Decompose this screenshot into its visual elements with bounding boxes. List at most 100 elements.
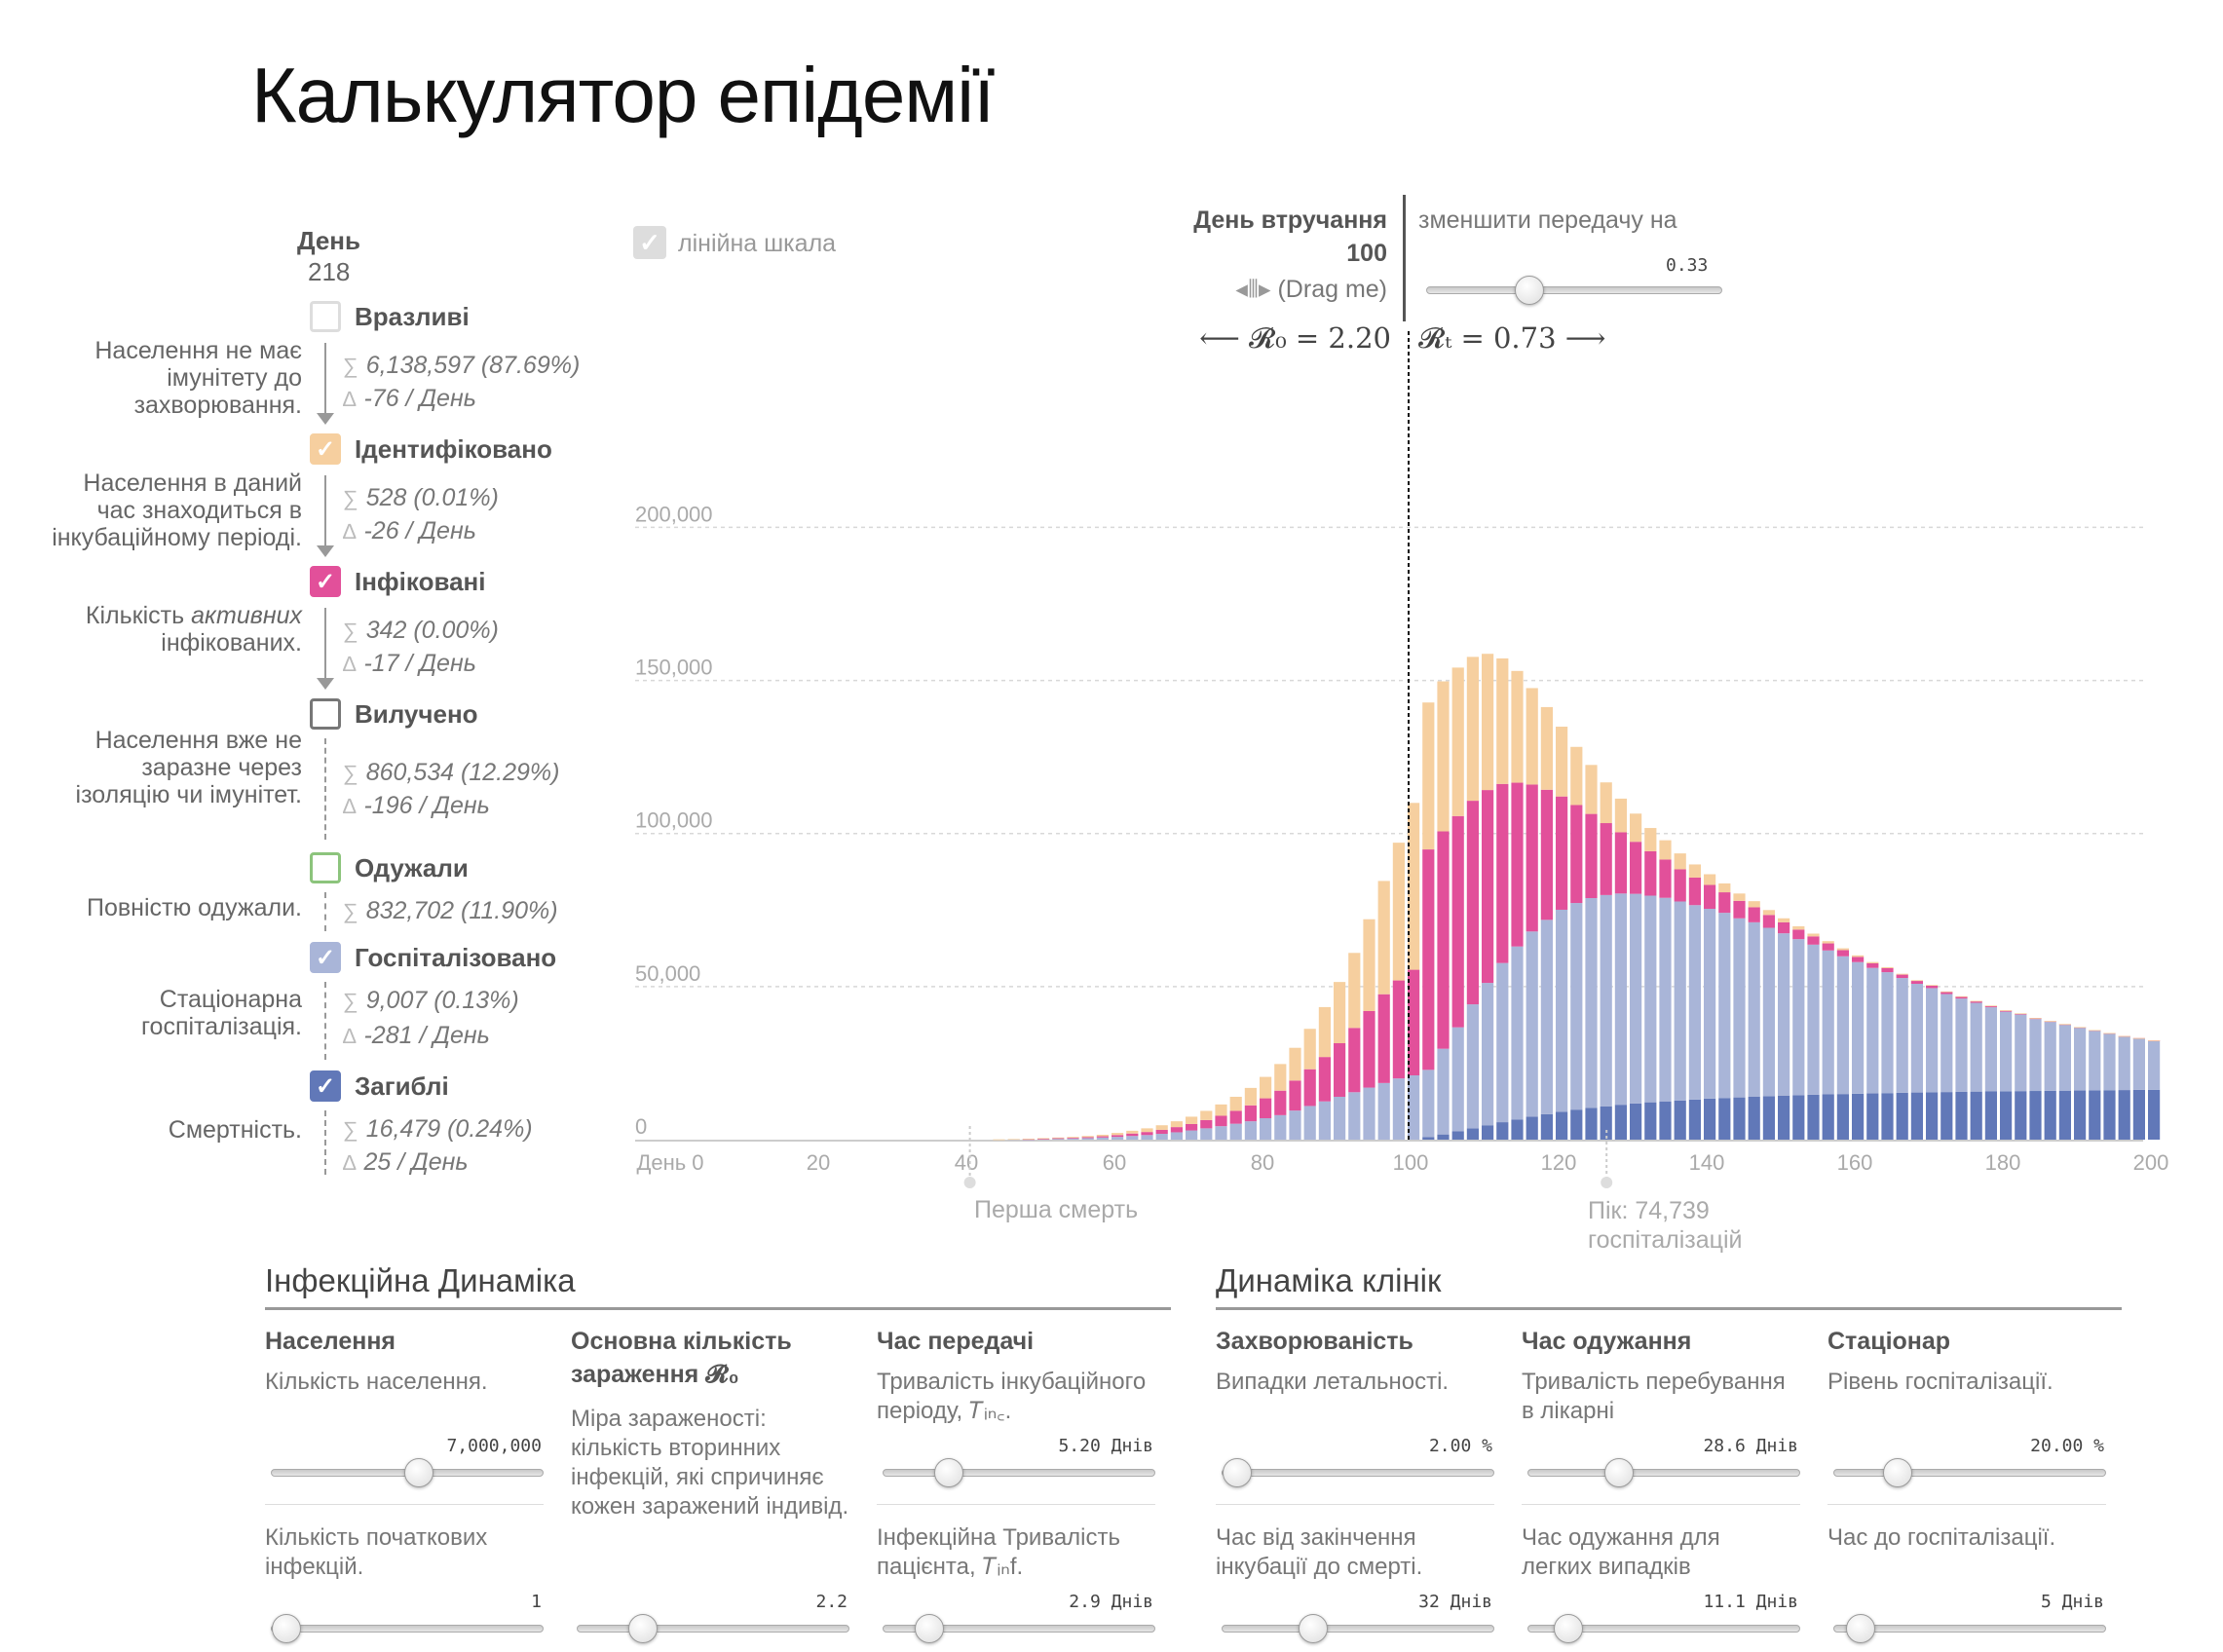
category-exposed[interactable]: ✓ Ідентифіковано	[310, 432, 552, 466]
rt-readout: 𝓡ₜ = 0.73 ⟶	[1418, 321, 1606, 355]
checkbox-recovered[interactable]	[310, 852, 341, 883]
bar-segment	[1836, 950, 1849, 957]
bar-segment	[1630, 893, 1642, 1104]
bar-segment	[1334, 1097, 1346, 1140]
bar-segment	[1289, 1047, 1301, 1081]
param-hospitalization-rate-value: 20.00 %	[2030, 1436, 2104, 1456]
x-tick-label: 200	[2133, 1150, 2169, 1175]
drag-handle[interactable]: ◂⦀▸ (Drag me)	[1235, 275, 1387, 304]
category-hospitalized[interactable]: ✓ Госпіталізовано	[310, 941, 556, 974]
r0-slider[interactable]	[577, 1614, 849, 1643]
time-to-death-slider[interactable]	[1222, 1614, 1494, 1643]
slider-knob[interactable]	[1846, 1614, 1875, 1643]
linear-scale-checkbox[interactable]: ✓	[633, 226, 666, 259]
bar-segment	[1052, 1137, 1065, 1139]
time-to-hospital-slider[interactable]	[1833, 1614, 2106, 1643]
param-r0-desc: Міра зараженості: кількість вторинних ін…	[571, 1406, 849, 1520]
category-removed[interactable]: Вилучено	[310, 697, 478, 731]
bar-segment	[1141, 1132, 1153, 1136]
category-recovered[interactable]: Одужали	[310, 851, 469, 884]
slider-knob[interactable]	[628, 1614, 658, 1643]
fatality-slider[interactable]	[1222, 1458, 1494, 1487]
checkbox-exposed[interactable]: ✓	[310, 433, 341, 465]
stat-delta: ∆ 25 / День	[343, 1148, 469, 1176]
bar-segment	[2089, 1090, 2101, 1140]
category-deaths[interactable]: ✓ Загиблі	[310, 1070, 449, 1103]
bar-segment	[1466, 657, 1479, 802]
slider-knob[interactable]	[915, 1614, 944, 1643]
drag-icon: ◂⦀▸	[1235, 276, 1271, 303]
slider-knob[interactable]	[1299, 1614, 1328, 1643]
checkbox-removed[interactable]	[310, 698, 341, 730]
bar-segment	[1141, 1128, 1153, 1133]
bar-segment	[1822, 1094, 1834, 1140]
x-tick-label: День 0	[636, 1150, 703, 1175]
param-recovery-heading: Час одужання	[1522, 1328, 1692, 1355]
section-infection-dynamics: Інфекційна Динаміка	[265, 1262, 1171, 1310]
hospitalization-rate-slider[interactable]	[1833, 1458, 2106, 1487]
bar-segment	[1422, 1137, 1435, 1140]
reduce-transmission-slider[interactable]	[1426, 276, 1722, 305]
bar-segment	[1052, 1138, 1065, 1140]
bar-segment	[1955, 1091, 1968, 1140]
infectious-duration-slider[interactable]	[883, 1614, 1155, 1643]
category-description: Населення вже не заразне через ізоляцію …	[75, 727, 302, 808]
slider-knob[interactable]	[1604, 1458, 1634, 1487]
bar-segment	[1526, 688, 1538, 785]
bar-segment	[1807, 1094, 1820, 1140]
checkbox-infectious[interactable]: ✓	[310, 566, 341, 597]
bar-segment	[1910, 980, 1923, 982]
checkbox-hospitalized[interactable]: ✓	[310, 942, 341, 973]
bar-segment	[1348, 953, 1361, 1029]
bar-segment	[1852, 957, 1865, 962]
bar-segment	[1852, 961, 1865, 1094]
slider-knob[interactable]	[1883, 1458, 1912, 1487]
param-population-heading: Населення	[265, 1328, 396, 1355]
slider-knob[interactable]	[404, 1458, 433, 1487]
stat-delta: ∆ -281 / День	[343, 1022, 490, 1049]
category-susceptible[interactable]: Вразливі	[310, 300, 470, 333]
hospital-stay-slider[interactable]	[1527, 1458, 1800, 1487]
bar-segment	[2148, 1040, 2161, 1041]
bar-segment	[1526, 1116, 1538, 1140]
category-infectious[interactable]: ✓ Інфіковані	[310, 565, 485, 598]
bar-segment	[1422, 849, 1435, 1070]
bar-segment	[1718, 882, 1731, 893]
population-slider[interactable]	[271, 1458, 544, 1487]
bar-segment	[1096, 1136, 1109, 1138]
bar-segment	[2118, 1090, 2130, 1140]
bar-segment	[1570, 1109, 1583, 1140]
bar-segment	[1910, 984, 1923, 1093]
bar-segment	[1556, 1111, 1568, 1140]
param-fatality-value: 2.00 %	[1428, 1436, 1492, 1456]
bar-segment	[993, 1139, 1005, 1141]
checkbox-susceptible[interactable]	[310, 301, 341, 332]
category-label: Вилучено	[355, 698, 478, 729]
slider-knob[interactable]	[1554, 1614, 1583, 1643]
bar-segment	[1363, 919, 1375, 1011]
bar-segment	[1836, 956, 1849, 1095]
bar-segment	[1762, 910, 1775, 916]
param-hospitalization-rate-desc: Рівень госпіталізації.	[1827, 1369, 2053, 1395]
slider-knob[interactable]	[1515, 276, 1545, 305]
bar-segment	[1940, 994, 1953, 1093]
bar-segment	[1630, 842, 1642, 894]
bar-segment	[2044, 1021, 2056, 1022]
bar-segment	[1540, 706, 1553, 790]
bar-segment	[1600, 894, 1612, 1107]
initial-infections-slider[interactable]	[271, 1614, 544, 1643]
slider-knob[interactable]	[934, 1458, 963, 1487]
x-tick-label: 120	[1541, 1150, 1577, 1175]
flow-dashed-line	[324, 1110, 326, 1175]
bar-segment	[1274, 1090, 1287, 1115]
slider-knob[interactable]	[1223, 1458, 1252, 1487]
slider-knob[interactable]	[272, 1614, 301, 1643]
checkbox-deaths[interactable]: ✓	[310, 1070, 341, 1102]
bar-segment	[1392, 1078, 1405, 1140]
bar-segment	[1482, 654, 1494, 791]
incubation-slider[interactable]	[883, 1458, 1155, 1487]
bar-segment	[1126, 1130, 1139, 1134]
x-tick-label: 20	[807, 1150, 830, 1175]
bar-segment	[1318, 1101, 1331, 1140]
mild-recovery-slider[interactable]	[1527, 1614, 1800, 1643]
